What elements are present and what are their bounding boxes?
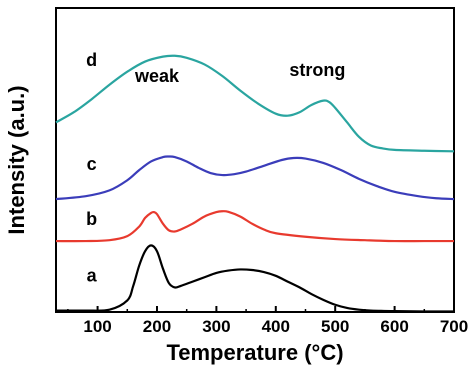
series-c-label: c — [87, 154, 97, 174]
series-b-label: b — [86, 209, 97, 229]
annotation-strong: strong — [289, 60, 345, 80]
x-tick-label: 200 — [143, 317, 171, 336]
x-tick-label: 600 — [380, 317, 408, 336]
x-axis-title: Temperature (°C) — [166, 340, 343, 365]
series-c-line — [55, 155, 455, 201]
x-tick-label: 500 — [321, 317, 349, 336]
x-tick-label: 300 — [202, 317, 230, 336]
x-tick-label: 100 — [83, 317, 111, 336]
series-d-label: d — [86, 50, 97, 70]
series-d-line — [55, 54, 455, 153]
series-a-label: a — [87, 266, 98, 286]
series-b-line — [55, 210, 454, 243]
plot-frame — [55, 7, 455, 313]
series-group — [55, 54, 455, 313]
x-tick-label: 400 — [262, 317, 290, 336]
x-tick-label: 700 — [440, 317, 468, 336]
series-labels: a b c d — [86, 50, 97, 286]
x-ticks: 100 200 300 400 500 600 700 — [67, 306, 468, 336]
y-axis-title: Intensity (a.u.) — [4, 85, 29, 234]
series-a-line — [55, 244, 455, 313]
annotation-weak: weak — [134, 66, 180, 86]
annotations: weak strong — [134, 60, 345, 86]
